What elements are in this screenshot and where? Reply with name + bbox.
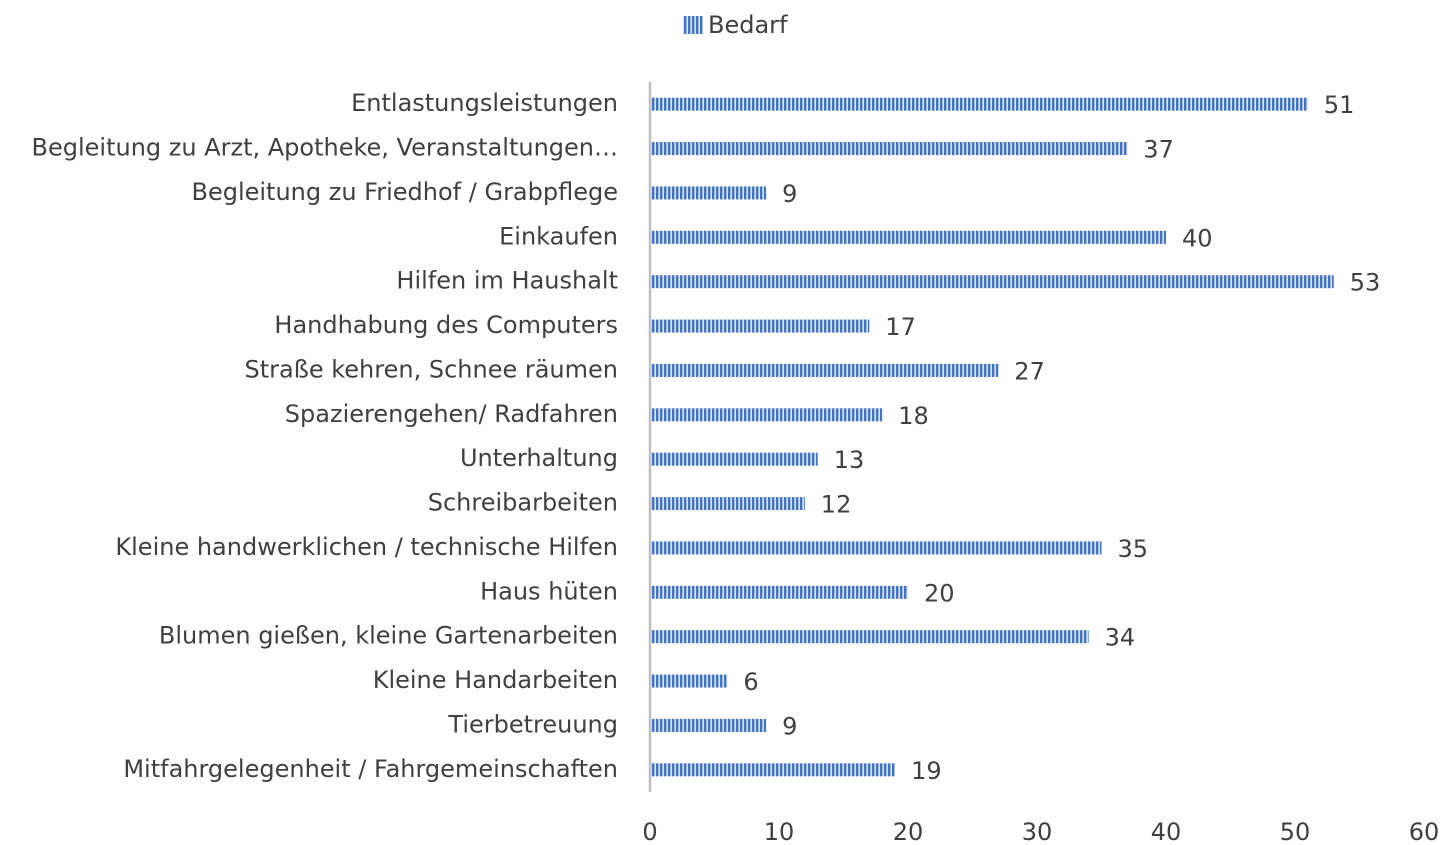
y-tick-label: Mitfahrgelegenheit / Fahrgemeinschaften [123,755,618,783]
x-tick-label: 60 [1409,818,1440,845]
value-label: 37 [1143,136,1174,164]
value-label: 6 [743,668,758,696]
bar [650,585,908,599]
y-tick-label: Unterhaltung [460,444,618,472]
value-label: 40 [1182,224,1213,252]
y-tick-label: Straße kehren, Schnee räumen [245,355,618,383]
bar [650,186,767,200]
value-label: 51 [1324,91,1355,119]
y-tick-label: Tierbetreuung [447,710,618,738]
y-tick-label: Begleitung zu Friedhof / Grabpflege [191,178,618,206]
bar [650,452,818,466]
bar [650,319,870,333]
value-label: 9 [782,712,797,740]
bar [650,763,896,777]
legend-label: Bedarf [708,11,788,39]
y-tick-label: Kleine handwerklichen / technische Hilfe… [115,533,618,561]
value-label: 13 [834,446,865,474]
y-tick-label: Spazierengehen/ Radfahren [285,400,618,428]
y-tick-label: Begleitung zu Arzt, Apotheke, Veranstalt… [32,134,618,162]
bar [650,497,805,511]
value-label: 9 [782,180,797,208]
value-label: 18 [898,402,929,430]
x-tick-label: 40 [1151,818,1182,845]
bar [650,142,1128,156]
x-tick-label: 30 [1022,818,1053,845]
x-tick-label: 0 [642,818,657,845]
x-tick-label: 50 [1280,818,1311,845]
bar [650,97,1308,111]
value-label: 12 [821,491,852,519]
x-tick-label: 20 [893,818,924,845]
y-tick-label: Entlastungsleistungen [351,89,618,117]
bar [650,541,1102,555]
value-label: 19 [911,757,942,785]
bar [650,363,999,377]
bar [650,674,728,688]
y-tick-label: Handhabung des Computers [274,311,618,339]
bar [650,630,1089,644]
bar [650,408,883,422]
y-tick-label: Haus hüten [480,577,618,605]
y-tick-label: Schreibarbeiten [428,489,618,517]
y-tick-label: Einkaufen [499,222,618,250]
legend-swatch [683,16,703,34]
value-label: 17 [885,313,916,341]
value-label: 27 [1014,357,1045,385]
y-tick-label: Kleine Handarbeiten [373,666,618,694]
bar [650,718,767,732]
y-tick-label: Blumen gießen, kleine Gartenarbeiten [159,622,618,650]
bar [650,275,1334,289]
value-label: 34 [1105,624,1136,652]
bar [650,230,1166,244]
value-label: 20 [924,579,955,607]
value-label: 53 [1350,269,1381,297]
value-label: 35 [1118,535,1149,563]
y-tick-label: Hilfen im Haushalt [396,267,618,295]
x-tick-label: 10 [764,818,795,845]
